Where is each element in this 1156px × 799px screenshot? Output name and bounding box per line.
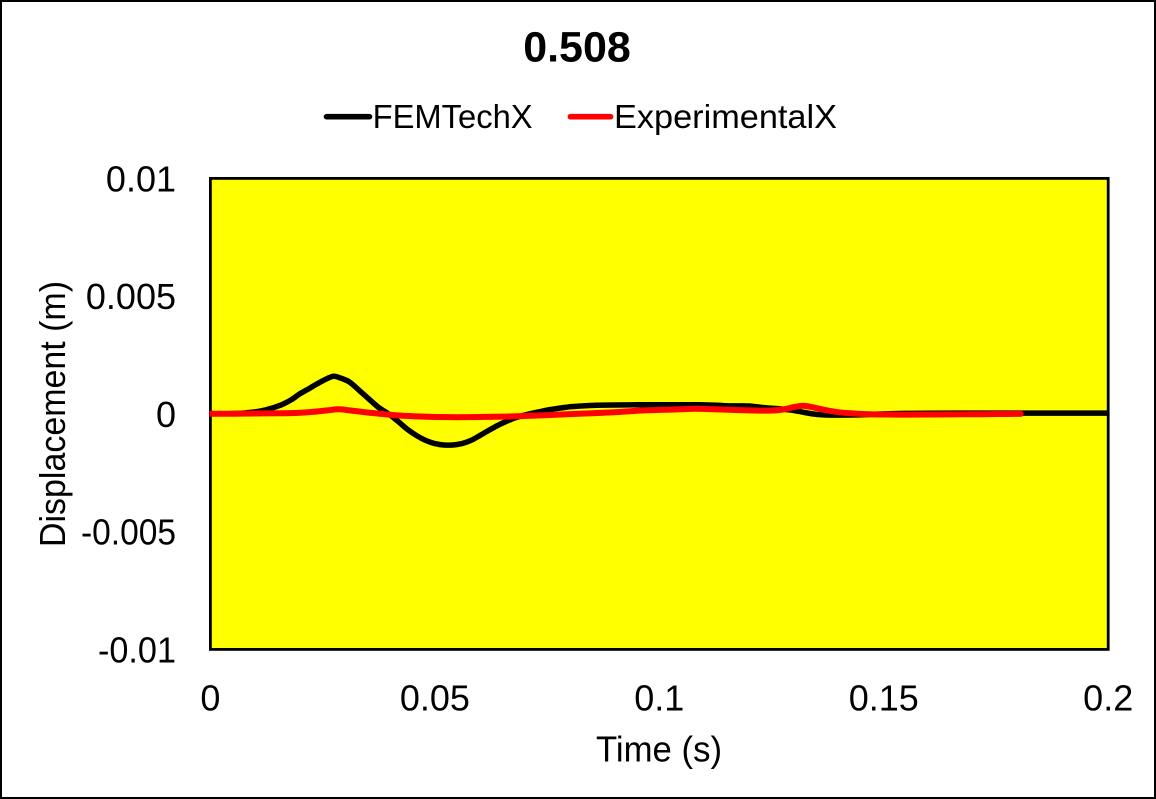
- svg-text:Time (s): Time (s): [596, 729, 722, 770]
- svg-text:0: 0: [200, 678, 220, 719]
- svg-text:0.005: 0.005: [86, 276, 176, 317]
- svg-text:0.05: 0.05: [400, 678, 470, 719]
- svg-text:ExperimentalX: ExperimentalX: [614, 98, 837, 135]
- svg-text:Displacement (m): Displacement (m): [32, 281, 73, 547]
- svg-text:0.01: 0.01: [106, 158, 176, 199]
- svg-text:0.508: 0.508: [523, 23, 631, 71]
- svg-text:-0.01: -0.01: [98, 629, 176, 670]
- svg-text:0.15: 0.15: [849, 678, 919, 719]
- svg-text:0.2: 0.2: [1083, 678, 1133, 719]
- svg-text:0.1: 0.1: [634, 678, 684, 719]
- svg-text:FEMTechX: FEMTechX: [373, 98, 533, 135]
- svg-text:-0.005: -0.005: [81, 512, 176, 553]
- svg-text:0: 0: [156, 394, 176, 435]
